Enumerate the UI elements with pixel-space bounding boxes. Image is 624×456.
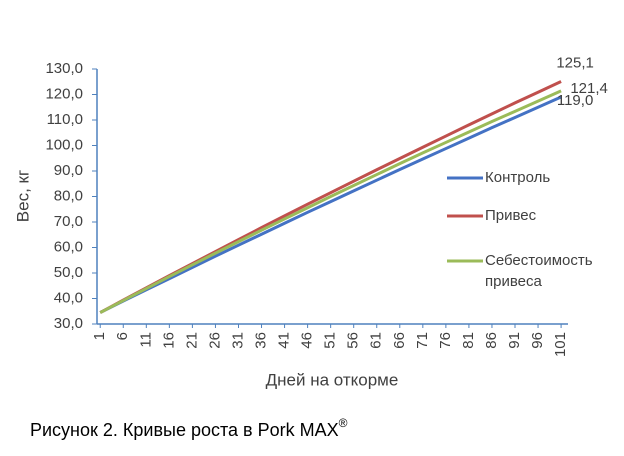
legend-label-line: привеса	[485, 273, 542, 290]
x-tick-label: 56	[345, 332, 362, 349]
y-tick-label: 110,0	[47, 111, 83, 128]
y-tick-label: 130,0	[45, 60, 83, 77]
caption-text: Рисунок 2. Кривые роста в Pork MAX	[30, 420, 339, 440]
y-tick-label: 90,0	[54, 162, 83, 179]
x-tick-label: 6	[114, 332, 131, 340]
value-label: 119,0	[557, 92, 593, 109]
legend-label-line: Контроль	[485, 169, 550, 186]
x-tick-label: 91	[506, 332, 523, 349]
y-tick-label: 40,0	[54, 289, 83, 306]
x-tick-label: 51	[322, 332, 339, 349]
value-label: 121,4	[570, 80, 608, 97]
y-tick-label: 60,0	[54, 238, 83, 255]
value-label: 125,1	[556, 54, 594, 71]
x-tick-label: 81	[460, 332, 477, 349]
x-tick-label: 21	[183, 332, 200, 349]
y-tick-label: 120,0	[45, 85, 83, 102]
x-tick-label: 66	[391, 332, 408, 349]
caption-mark: ®	[339, 416, 348, 430]
x-tick-label: 101	[552, 332, 569, 357]
x-tick-label: 11	[137, 332, 154, 348]
legend-label: Себестоимость привеса	[485, 252, 593, 290]
x-axis-label: Дней на откорме	[266, 370, 399, 389]
legend-label-line: Привес	[485, 207, 537, 224]
legend-label: Привес	[485, 207, 537, 224]
y-tick-label: 80,0	[54, 187, 83, 204]
legend-label-line: Себестоимость	[485, 252, 593, 269]
x-tick-label: 61	[368, 332, 385, 349]
y-tick-label: 50,0	[54, 264, 83, 281]
x-tick-label: 31	[229, 332, 246, 349]
y-tick-label: 30,0	[54, 315, 83, 332]
y-tick-label: 70,0	[54, 213, 83, 230]
x-tick-label: 36	[252, 332, 269, 349]
x-tick-label: 16	[160, 332, 177, 349]
x-tick-label: 71	[414, 332, 431, 349]
x-tick-label: 76	[437, 332, 454, 349]
series-line	[99, 95, 562, 314]
x-tick-label: 96	[529, 332, 546, 349]
series-line	[99, 89, 562, 314]
x-tick-label: 46	[299, 332, 316, 349]
x-tick-label: 41	[276, 332, 293, 349]
x-tick-label: 26	[206, 332, 223, 349]
x-tick-label: 1	[91, 332, 108, 340]
legend-label: Контроль	[485, 169, 550, 186]
caption: Рисунок 2. Кривые роста в Pork MAX®	[30, 416, 348, 440]
y-tick-label: 100,0	[45, 136, 83, 153]
x-tick-label: 86	[483, 332, 500, 349]
y-axis-label: Вес, кг	[13, 170, 32, 222]
